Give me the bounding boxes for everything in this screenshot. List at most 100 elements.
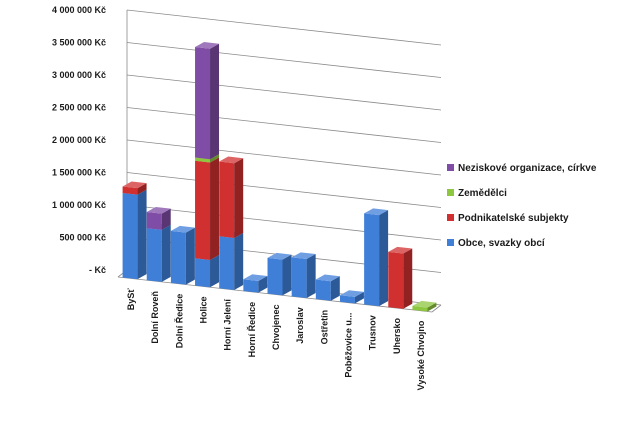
bar-segment-side	[161, 224, 171, 282]
gridline	[126, 9, 442, 46]
bar-segment	[243, 279, 259, 293]
bar-segment-side	[210, 43, 220, 160]
x-tick-label: Ostřetín	[319, 310, 329, 345]
bar-segment-top	[170, 225, 195, 233]
y-axis-ticks: 4 000 000 Kč 3 500 000 Kč 3 000 000 Kč 2 50…	[52, 5, 106, 275]
bar-segment-top	[388, 246, 413, 254]
bar-segment	[195, 47, 211, 160]
x-tick-label: Poběžovice u...	[343, 313, 353, 378]
bar-segment-side	[210, 157, 220, 260]
bar-segment	[195, 160, 211, 260]
bar-segment-top	[122, 181, 147, 189]
bar-stack	[364, 208, 389, 307]
bar-segment	[146, 228, 162, 282]
bar-segment	[219, 161, 235, 238]
floor-corner	[431, 304, 442, 313]
bar-segment-side	[403, 248, 413, 309]
bar-segment-top	[219, 156, 244, 164]
legend-label: Obce, svazky obcí	[458, 238, 546, 249]
bar-segment	[364, 213, 380, 307]
bar-segment-side	[282, 254, 292, 296]
bar-stack	[170, 225, 195, 285]
bar-segment-side	[258, 275, 268, 293]
y-tick-label: 3 000 000 Kč	[52, 70, 106, 80]
legend-label: Zemědělci	[458, 188, 507, 199]
bar-stack	[122, 181, 147, 280]
bars	[122, 42, 437, 312]
bar-segment	[195, 258, 211, 288]
bar-segment-top	[195, 42, 220, 49]
bar-segment	[291, 257, 307, 299]
gridline	[126, 42, 442, 78]
x-tick-label: Dolní Roveň	[150, 291, 160, 344]
bar-segment	[388, 251, 404, 309]
bar-segment-top	[291, 252, 316, 260]
legend-label: Neziskové organizace, církve	[458, 163, 597, 174]
bar-stack	[388, 246, 413, 309]
gridline	[126, 74, 442, 111]
y-tick-label: 3 500 000 Kč	[52, 38, 106, 48]
bar-segment	[339, 295, 355, 304]
bar-segment-top	[267, 252, 292, 260]
bar-stack	[315, 274, 340, 301]
bar-segment	[219, 236, 235, 290]
y-tick-label: 2 000 000 Kč	[52, 135, 106, 145]
bar-segment-side	[330, 276, 340, 301]
bar-segment-side	[379, 210, 389, 307]
bar-stack	[339, 290, 364, 304]
gridline	[126, 139, 442, 176]
bar-segment-top	[339, 290, 364, 297]
bar-stack	[219, 156, 244, 290]
legend-swatch	[447, 189, 454, 196]
bar-stack	[243, 274, 268, 293]
x-tick-label: Uhersko	[392, 317, 402, 354]
x-tick-label: Jaroslav	[295, 307, 305, 344]
bar-segment	[412, 305, 428, 312]
bar-segment	[146, 211, 162, 230]
bar-segment-side	[210, 254, 220, 288]
x-tick-label: Horní Ředice	[246, 302, 257, 358]
legend-label: Podnikatelské subjekty	[458, 213, 569, 224]
bar-segment-side	[354, 291, 364, 304]
bar-segment-side	[185, 227, 195, 285]
y-tick-label: 4 000 000 Kč	[52, 5, 106, 15]
bar-segment-top	[243, 274, 268, 281]
bar-segment-side	[306, 254, 316, 299]
bar-segment-side	[427, 302, 437, 312]
x-axis-labels: BySť Dolní Roveň Dolní Ředice Holice Horní J…	[126, 288, 426, 391]
bar-segment-top	[412, 300, 437, 308]
y-tick-label: 500 000 Kč	[59, 233, 106, 243]
bar-segment	[170, 230, 186, 285]
legend: Neziskové organizace, církve Zemědělci Pod…	[447, 163, 597, 249]
bar-stack	[412, 300, 437, 312]
y-tick-label: - Kč	[89, 265, 106, 275]
x-tick-label: BySť	[126, 288, 136, 311]
gridline	[126, 107, 442, 143]
bar-segment	[195, 157, 211, 163]
bar-segment	[122, 193, 138, 280]
bar-segment-side	[210, 154, 220, 163]
x-tick-label: Trusnov	[368, 315, 378, 350]
x-tick-label: Horní Jelení	[223, 299, 233, 351]
bar-segment-side	[234, 232, 244, 290]
y-tick-label: 1 500 000 Kč	[52, 168, 106, 178]
bar-segment-top	[315, 274, 340, 282]
bar-stack	[291, 252, 316, 299]
x-tick-label: Holice	[199, 296, 209, 323]
x-tick-label: Dolní Ředice	[173, 294, 184, 349]
bar-segment-top	[364, 208, 389, 216]
bar-segment-side	[137, 183, 147, 195]
x-tick-label: Vysoké Chvojno	[416, 320, 426, 390]
bar-segment-side	[161, 208, 171, 230]
y-tick-label: 2 500 000 Kč	[52, 103, 106, 113]
gridline	[126, 204, 442, 241]
legend-swatch	[447, 164, 454, 171]
bar-segment-side	[137, 189, 147, 280]
bar-stack	[195, 42, 220, 288]
gridline	[126, 172, 442, 208]
y-tick-label: 1 000 000 Kč	[52, 200, 106, 210]
bar-segment	[267, 257, 283, 296]
legend-swatch	[447, 214, 454, 221]
